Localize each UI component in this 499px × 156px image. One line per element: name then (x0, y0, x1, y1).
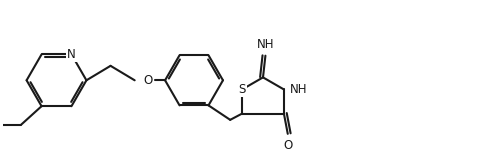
Text: S: S (239, 83, 246, 96)
Text: N: N (67, 48, 76, 61)
Text: NH: NH (290, 83, 307, 96)
Text: O: O (144, 74, 153, 87)
Text: NH: NH (256, 38, 274, 51)
Text: O: O (283, 139, 292, 152)
